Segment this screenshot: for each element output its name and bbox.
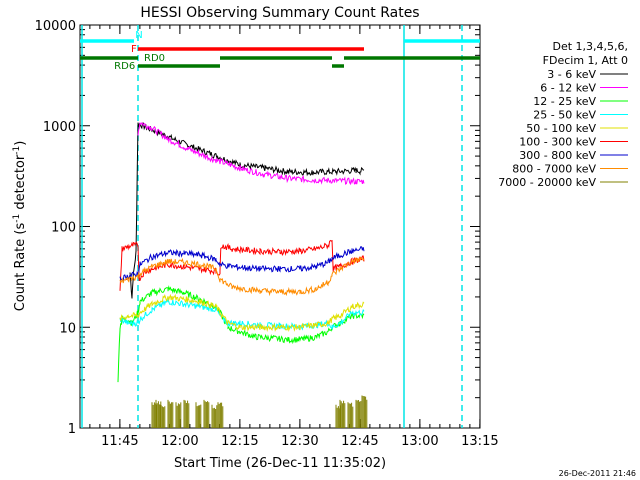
legend-label: 25 - 50 keV bbox=[533, 109, 596, 122]
series-line bbox=[119, 239, 365, 291]
legend-label: 800 - 7000 keV bbox=[512, 163, 596, 176]
series-line bbox=[129, 122, 365, 299]
y-axis-label: Count Rate (s-1 detector-1) bbox=[12, 141, 28, 312]
state-bar-label: N bbox=[135, 30, 142, 41]
x-axis-tick-labels: 11:45 12:00 12:15 12:30 12:45 13:00 13:15 bbox=[101, 434, 498, 449]
chart-title: HESSI Observing Summary Count Rates bbox=[140, 5, 419, 21]
y-axis-label-part: Count Rate (s bbox=[13, 223, 28, 312]
legend-label: 7000 - 20000 keV bbox=[498, 176, 596, 189]
y-tick-label: 100 bbox=[51, 221, 76, 236]
timestamp: 26-Dec-2011 21:46 bbox=[559, 469, 636, 478]
y-axis-label-part: ) bbox=[13, 141, 28, 146]
y-tick-label: 10000 bbox=[35, 19, 76, 34]
y-tick-label: 1000 bbox=[43, 120, 76, 135]
legend-label: 300 - 800 keV bbox=[519, 149, 596, 162]
series-line bbox=[151, 395, 368, 428]
state-bar-label: F bbox=[131, 44, 137, 55]
legend-label: 100 - 300 keV bbox=[519, 136, 596, 149]
legend-label: 6 - 12 keV bbox=[540, 82, 596, 95]
x-tick-label: 12:45 bbox=[341, 434, 378, 449]
x-tick-label: 13:00 bbox=[401, 434, 438, 449]
y-axis-label-sup: -1 bbox=[12, 214, 22, 223]
series-line bbox=[117, 285, 365, 383]
legend-header-line: FDecim 1, Att 0 bbox=[543, 54, 628, 67]
y-axis-tick-labels: 1 10 100 1000 10000 bbox=[35, 19, 76, 437]
x-tick-label: 13:15 bbox=[461, 434, 498, 449]
axis-ticks bbox=[80, 24, 481, 429]
x-axis-label: Start Time (26-Dec-11 11:35:02) bbox=[174, 456, 386, 471]
legend-label: 12 - 25 keV bbox=[533, 95, 596, 108]
legend: Det 1,3,4,5,6, FDecim 1, Att 0 3 - 6 keV… bbox=[498, 40, 628, 189]
x-tick-label: 12:30 bbox=[281, 434, 318, 449]
x-tick-label: 12:15 bbox=[221, 434, 258, 449]
state-bar-label: RD6 bbox=[114, 61, 135, 72]
series-line bbox=[137, 122, 365, 186]
legend-label: 50 - 100 keV bbox=[526, 122, 596, 135]
state-bars: NF RD0 RD6 bbox=[80, 30, 480, 72]
series-line bbox=[119, 293, 365, 332]
y-tick-label: 1 bbox=[68, 422, 76, 437]
vertical-markers bbox=[81, 25, 463, 428]
series-line bbox=[119, 246, 365, 282]
plot-area: NF RD0 RD6 bbox=[79, 24, 481, 429]
y-axis-label-sup: -1 bbox=[12, 146, 22, 155]
legend-label: 3 - 6 keV bbox=[547, 68, 596, 81]
plot-frame bbox=[79, 24, 481, 429]
state-bar-label: RD0 bbox=[144, 53, 165, 64]
legend-header-line: Det 1,3,4,5,6, bbox=[552, 40, 628, 53]
series-line bbox=[119, 256, 365, 297]
y-axis-label-part: detector bbox=[13, 154, 28, 214]
y-tick-label: 10 bbox=[59, 321, 76, 336]
series-lines bbox=[117, 122, 368, 428]
x-tick-label: 12:00 bbox=[161, 434, 198, 449]
x-tick-label: 11:45 bbox=[101, 434, 138, 449]
